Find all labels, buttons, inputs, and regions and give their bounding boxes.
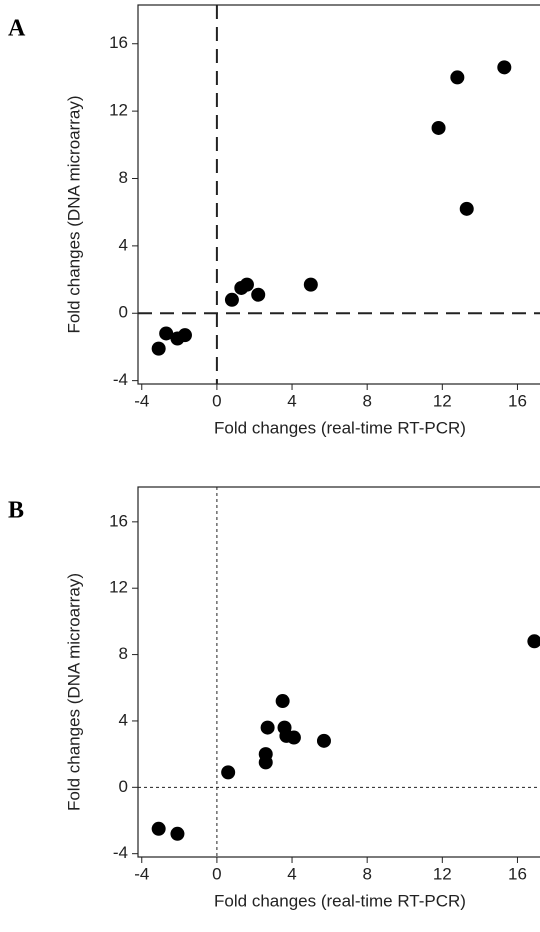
x-tick-label: 16 [508,391,527,410]
x-tick-label: 4 [287,391,296,410]
point [497,60,512,75]
point [151,821,166,836]
y-tick-label: 8 [119,168,128,187]
point [151,341,166,356]
point [303,277,318,292]
x-tick-label: 16 [508,864,527,883]
x-tick-label: -4 [134,391,149,410]
plot-frame [137,486,540,858]
x-tick-label: 8 [362,391,371,410]
x-tick-label: 0 [212,864,221,883]
y-tick-label: 4 [119,235,128,254]
x-axis-label: Fold changes (real-time RT-PCR) [214,891,466,910]
x-tick-label: 12 [433,864,452,883]
point [258,755,273,770]
y-axis-label: Fold changes (DNA microarray) [64,95,83,333]
point [239,277,254,292]
point [431,120,446,135]
y-tick-label: 16 [109,33,128,52]
x-tick-label: 8 [362,864,371,883]
chart: A -4 0 4 8 12 16 -4 0 4 8 12 16 Fold changes (real-ti… [8,4,540,437]
plot-frame [137,4,540,385]
x-tick-label: 0 [212,391,221,410]
point [224,292,239,307]
y-tick-label: -4 [113,370,128,389]
point [316,733,331,748]
point [159,326,174,341]
point [527,634,540,649]
point [260,720,275,735]
y-tick-label: 12 [109,101,128,120]
point [177,328,192,343]
point [221,765,236,780]
x-tick-label: -4 [134,864,149,883]
chart: B -4 0 4 8 12 16 -4 0 4 8 12 16 Fold changes (real-ti… [8,486,540,910]
y-tick-label: 4 [119,710,128,729]
y-tick-label: -4 [113,843,128,862]
point [251,287,266,302]
panel-label: B [8,498,24,524]
panel-label: A [8,16,26,42]
x-axis-label: Fold changes (real-time RT-PCR) [214,418,466,437]
point [286,730,301,745]
y-tick-label: 0 [119,303,128,322]
x-tick-label: 12 [433,391,452,410]
y-tick-label: 16 [109,511,128,530]
y-tick-label: 8 [119,644,128,663]
y-tick-label: 12 [109,578,128,597]
y-tick-label: 0 [119,777,128,796]
point [450,70,465,85]
y-axis-label: Fold changes (DNA microarray) [64,573,83,811]
x-tick-label: 4 [287,864,296,883]
point [459,201,474,216]
point [170,826,185,841]
point [275,694,290,709]
